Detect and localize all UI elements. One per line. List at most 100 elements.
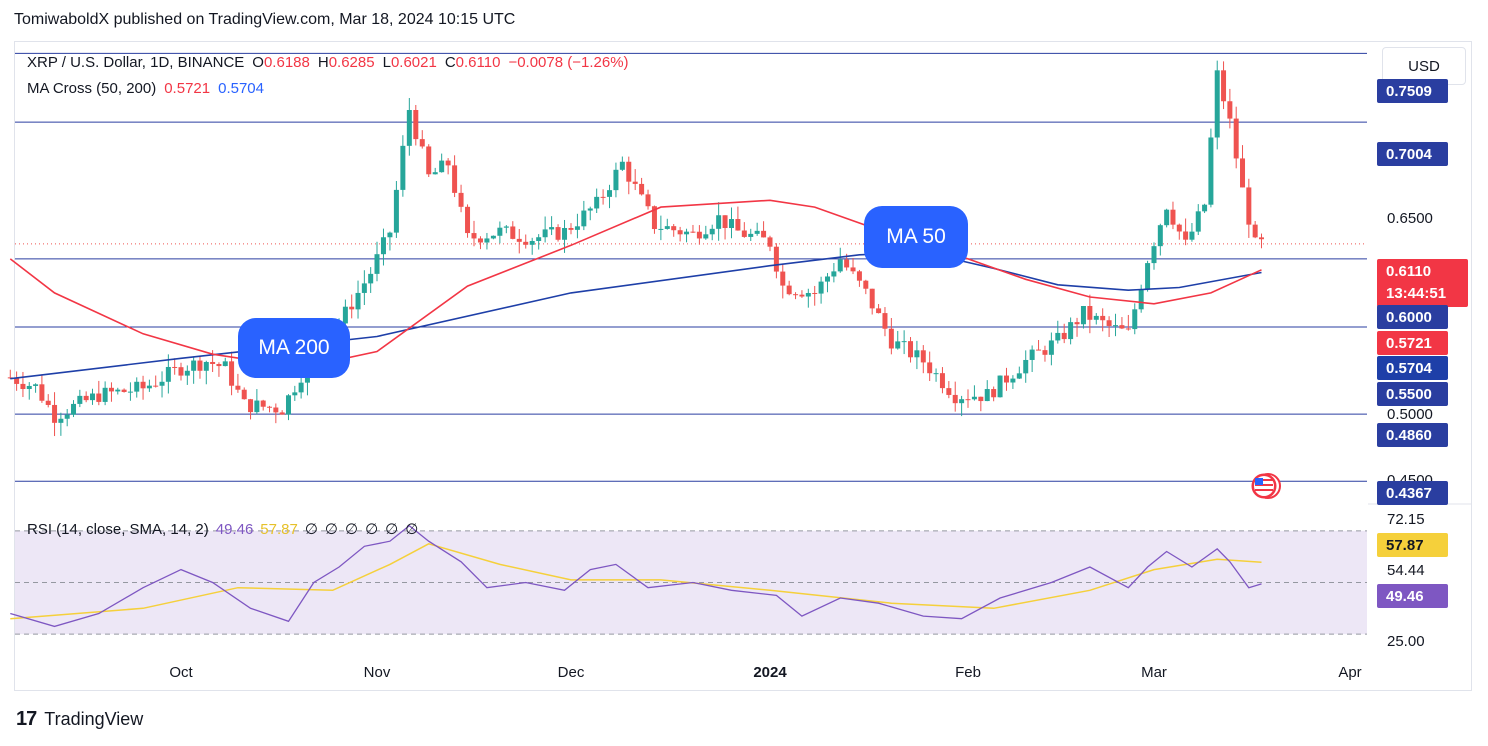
candle-body: [709, 228, 715, 235]
ma200-annotation[interactable]: MA 200: [238, 318, 350, 378]
candle-body: [562, 227, 568, 240]
candle-body: [1003, 375, 1009, 383]
candle-body: [279, 412, 285, 415]
candle-body: [761, 230, 767, 238]
candle-body: [285, 395, 291, 415]
ma200-tag: 0.5704: [1377, 356, 1448, 380]
candle-body: [984, 389, 990, 402]
brand-name: TradingView: [44, 709, 144, 729]
candle-body: [574, 226, 580, 230]
candle-body: [33, 384, 39, 386]
candle-body: [594, 196, 600, 209]
candle-body: [684, 231, 690, 235]
candle-body: [837, 259, 843, 272]
ma50-annotation[interactable]: MA 50: [864, 206, 968, 268]
rsi-legend[interactable]: RSI (14, close, SMA, 14, 2) 49.46 57.87 ∅ ∅ ∅…: [27, 520, 425, 538]
candle-body: [677, 230, 683, 235]
candle-body: [568, 227, 574, 230]
candle-body: [971, 396, 977, 400]
candle-body: [503, 226, 509, 228]
candle-body: [267, 406, 273, 408]
candle-body: [933, 373, 939, 375]
candle-body: [1048, 340, 1054, 355]
time-tick: Feb: [955, 664, 981, 681]
tradingview-footer[interactable]: 17 TradingView: [16, 708, 143, 731]
ma50-tag: 0.5721: [1377, 331, 1448, 355]
candle-body: [581, 210, 587, 227]
empty-value: ∅: [365, 521, 379, 538]
candle-body: [146, 385, 152, 389]
ma200-value: 0.5704: [218, 80, 264, 97]
candle-body: [178, 367, 184, 376]
candle-body: [632, 181, 638, 184]
candle-body: [260, 400, 266, 407]
candle-body: [516, 238, 522, 242]
candle-body: [1138, 289, 1144, 310]
us-flag-icon[interactable]: [1250, 472, 1282, 500]
symbol-legend: XRP / U.S. Dollar, 1D, BINANCE O0.6188 H0.…: [27, 54, 637, 71]
rsi-tick: 54.44: [1387, 562, 1425, 579]
candle-body: [927, 362, 933, 374]
candle-body: [349, 306, 355, 310]
candle-body: [754, 230, 760, 234]
high-value: 0.6285: [328, 54, 375, 71]
candle-body: [58, 418, 64, 423]
candle-body: [799, 294, 805, 297]
time-tick: Nov: [363, 664, 391, 681]
close-value: 0.6110: [455, 54, 501, 71]
candle-body: [908, 341, 914, 358]
candle-body: [229, 361, 235, 386]
price-tick: 0.5000: [1387, 406, 1433, 423]
candle-body: [273, 407, 279, 413]
candle-body: [959, 399, 965, 404]
candle-body: [1023, 359, 1029, 374]
candle-body: [400, 145, 406, 190]
candle-body: [510, 226, 516, 239]
candle-body: [722, 215, 728, 229]
open-value: 0.6188: [263, 54, 310, 71]
rsi-value: 49.46: [215, 521, 254, 538]
candle-body: [1068, 322, 1074, 340]
level-tag: 0.4860: [1377, 423, 1448, 447]
ma-cross-legend[interactable]: MA Cross (50, 200) 0.5721 0.5704: [27, 80, 272, 97]
candle-body: [20, 383, 26, 390]
candle-body: [7, 377, 13, 379]
level-tag: 0.7509: [1377, 79, 1448, 103]
candle-body: [140, 381, 146, 389]
candle-body: [380, 237, 386, 255]
candle-body: [361, 283, 367, 293]
candle-body: [52, 404, 58, 423]
candle-body: [184, 370, 190, 376]
candle-body: [1189, 231, 1195, 240]
candle-body: [115, 389, 121, 392]
candle-body: [1080, 305, 1086, 325]
candle-body: [542, 229, 548, 238]
rsi-tick: 25.00: [1387, 633, 1425, 650]
candle-body: [613, 169, 619, 191]
candle-body: [465, 206, 471, 234]
ma200-line: [10, 251, 1262, 380]
candle-body: [1195, 211, 1201, 232]
candle-body: [920, 350, 926, 363]
time-tick: Oct: [169, 664, 193, 681]
candle-body: [690, 231, 696, 233]
rsi-label: RSI (14, close, SMA, 14, 2): [27, 521, 209, 538]
candle-body: [490, 235, 496, 239]
candle-body: [1042, 350, 1048, 355]
symbol-name[interactable]: XRP / U.S. Dollar, 1D, BINANCE: [27, 54, 245, 71]
candle-body: [1227, 101, 1233, 119]
candle-body: [203, 361, 209, 371]
candle-body: [197, 360, 203, 371]
candle-body: [1010, 378, 1016, 383]
rsi-tick: 72.15: [1387, 511, 1425, 528]
candle-body: [735, 219, 741, 231]
candle-body: [748, 233, 754, 237]
candle-body: [882, 313, 888, 329]
publisher-line: TomiwaboldX published on TradingView.com…: [14, 11, 516, 28]
candle-body: [1100, 315, 1106, 321]
candle-body: [965, 399, 971, 401]
candle-body: [587, 208, 593, 211]
low-label: L: [382, 54, 391, 71]
rsi-sma-line: [10, 542, 1262, 620]
